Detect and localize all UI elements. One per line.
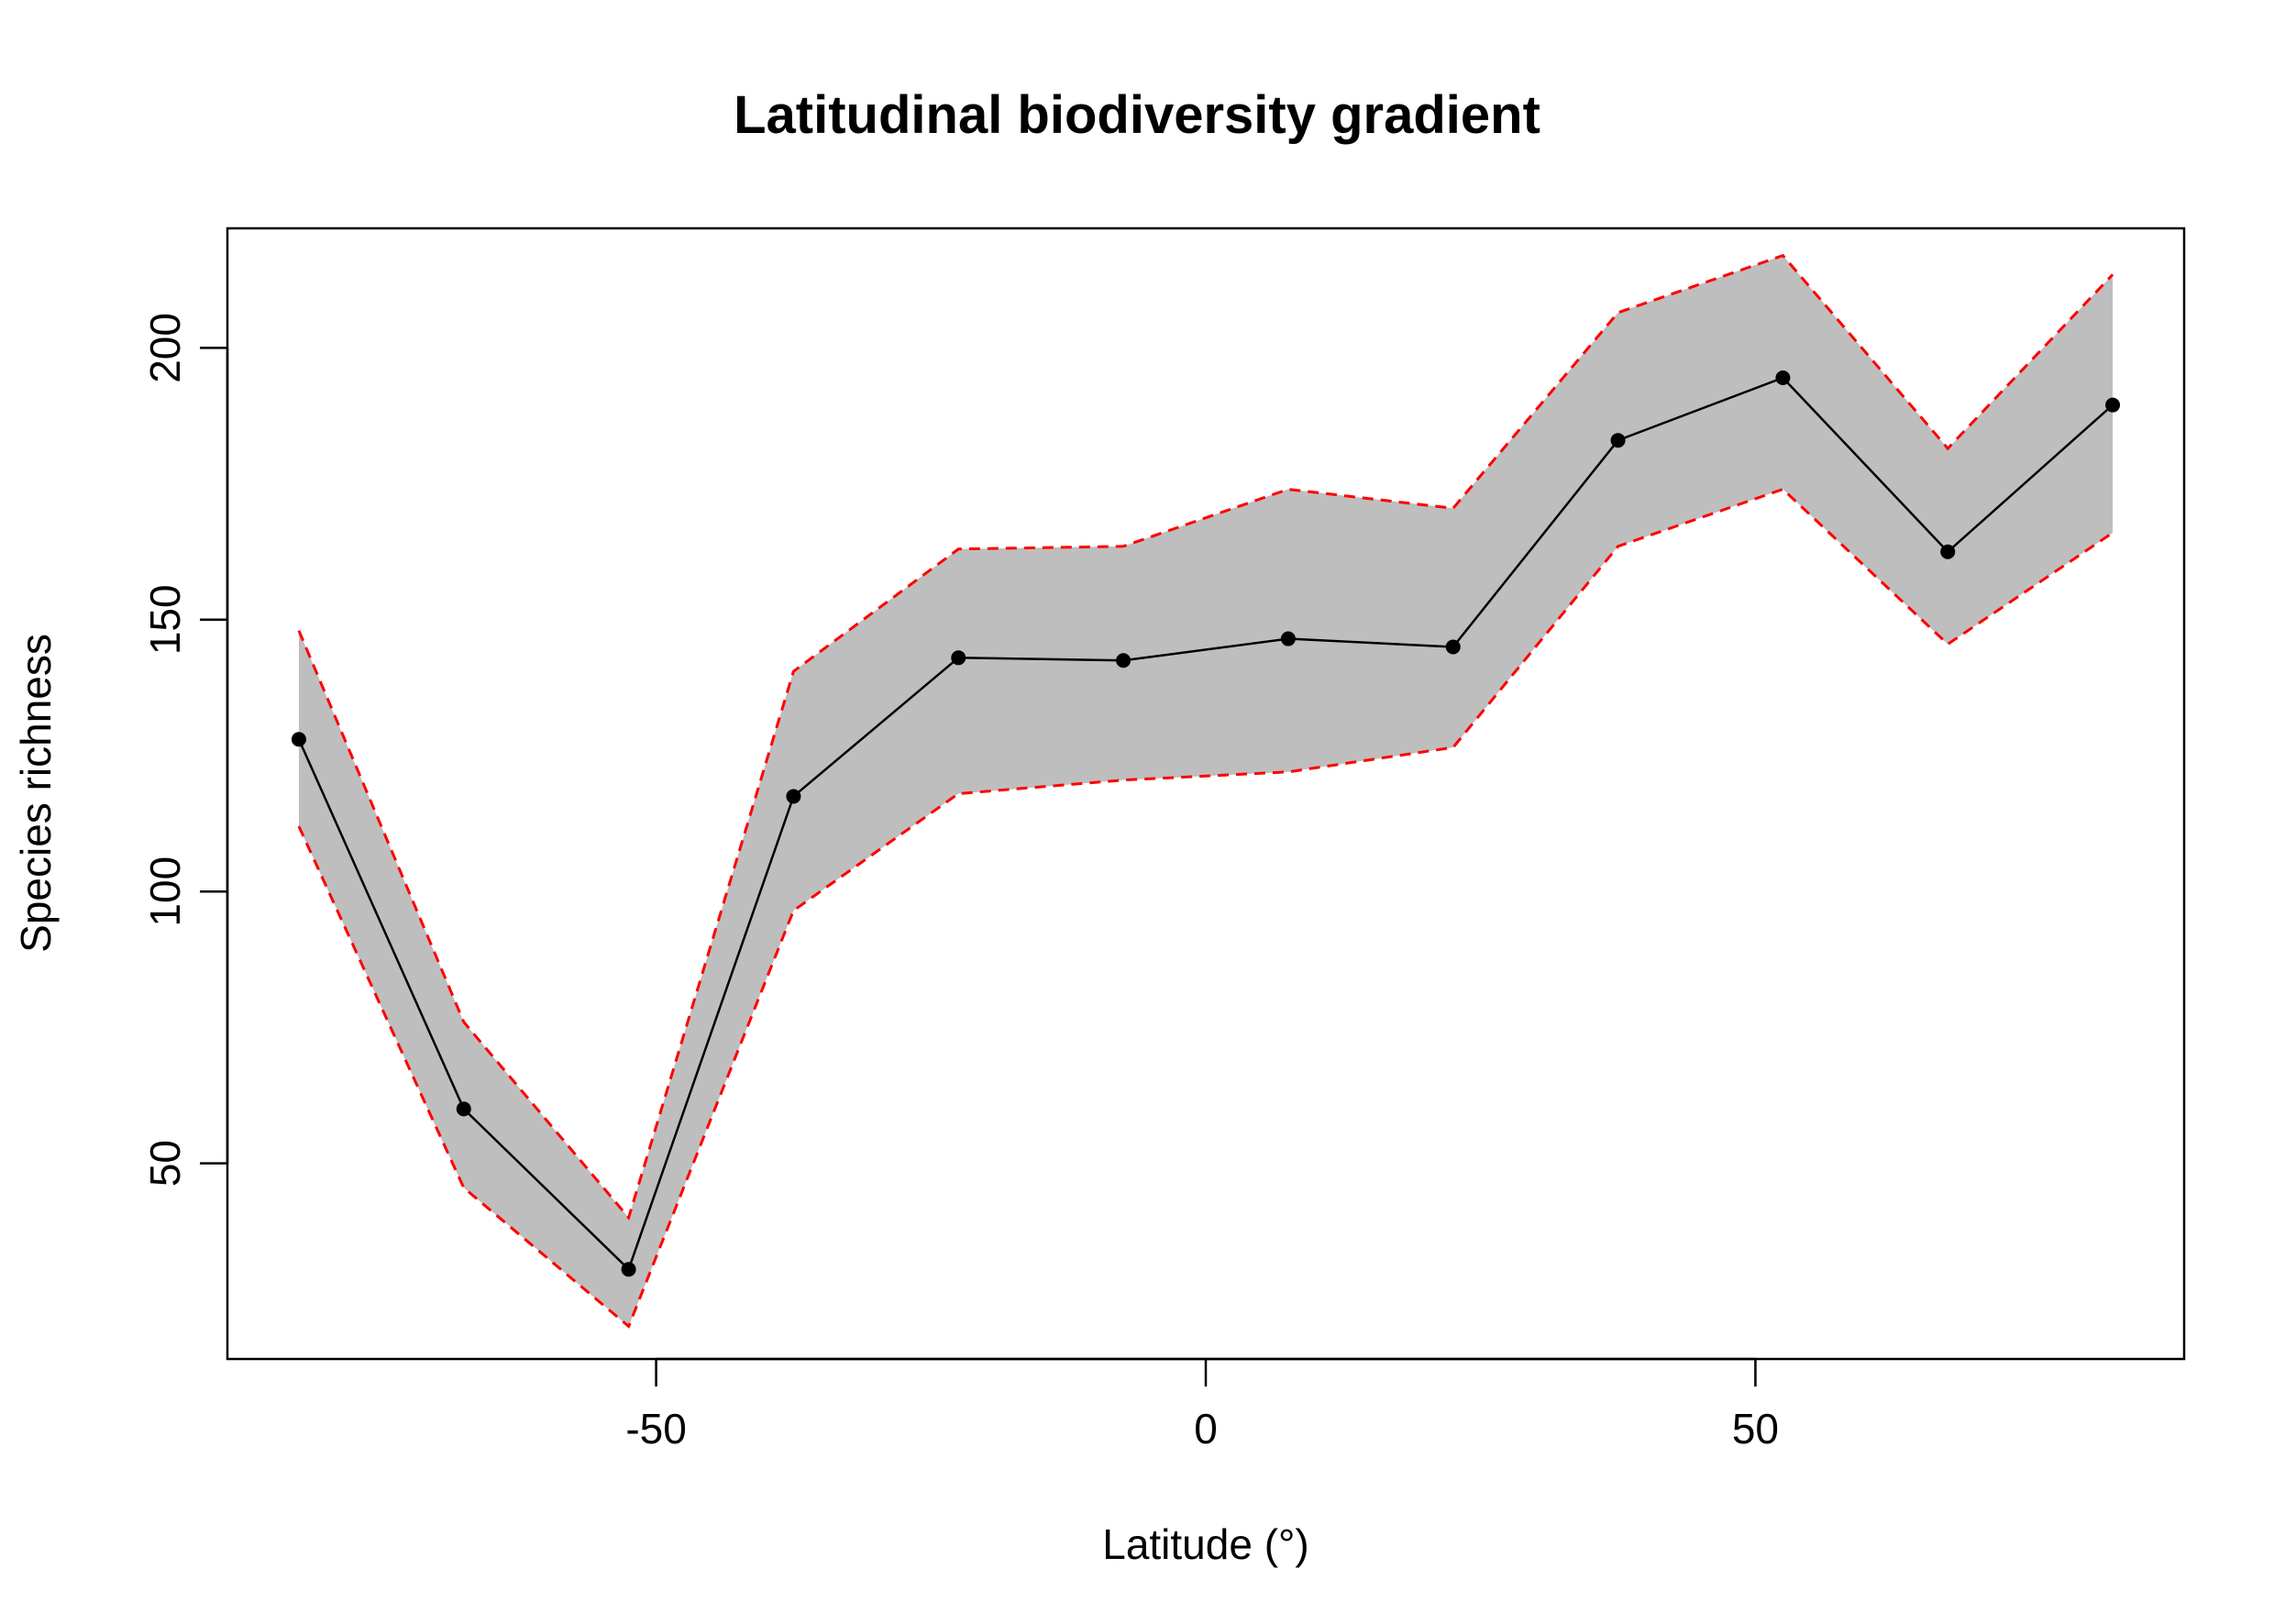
data-point bbox=[291, 732, 306, 747]
plot-area bbox=[291, 253, 2121, 1329]
data-point bbox=[456, 1101, 471, 1117]
y-axis-label: Species richness bbox=[12, 634, 60, 953]
x-tick-label: 0 bbox=[1194, 1405, 1218, 1453]
chart-title: Latitudinal biodiversity gradient bbox=[734, 85, 1540, 145]
confidence-band bbox=[298, 255, 2114, 1327]
data-point bbox=[1445, 639, 1461, 655]
data-point bbox=[621, 1262, 636, 1277]
y-tick-label: 100 bbox=[141, 856, 189, 927]
data-point bbox=[1610, 433, 1626, 448]
y-tick-label: 50 bbox=[141, 1140, 189, 1187]
data-point bbox=[1116, 653, 1131, 668]
x-tick-label: -50 bbox=[625, 1405, 686, 1453]
x-axis: -50 0 50 bbox=[625, 1357, 1779, 1453]
data-point bbox=[2105, 397, 2121, 413]
x-tick-label: 50 bbox=[1732, 1405, 1779, 1453]
y-tick-label: 150 bbox=[141, 584, 189, 655]
y-axis: 50 100 150 200 bbox=[141, 313, 229, 1187]
data-point bbox=[1940, 544, 1956, 559]
lower-bound-line bbox=[297, 487, 2114, 1329]
data-point bbox=[1280, 631, 1296, 646]
data-point bbox=[786, 789, 801, 804]
upper-bound-line bbox=[297, 253, 2114, 1221]
data-point bbox=[1775, 370, 1791, 386]
x-axis-label: Latitude (°) bbox=[1102, 1520, 1309, 1568]
mean-line bbox=[297, 376, 2114, 1272]
data-point bbox=[951, 650, 966, 666]
y-tick-label: 200 bbox=[141, 313, 189, 383]
